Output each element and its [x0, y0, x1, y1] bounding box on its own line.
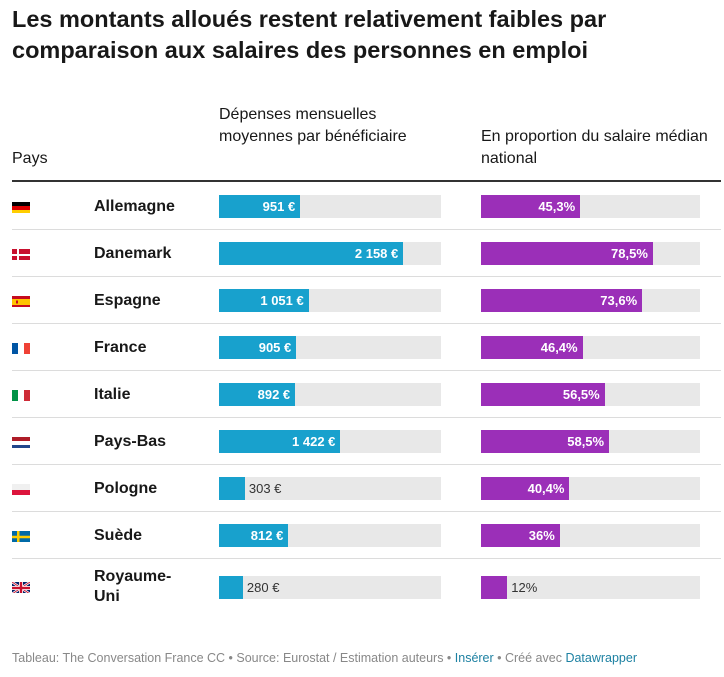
spend-label: 1 051 € — [260, 293, 304, 308]
table-row: Pologne 303 € 40,4% — [12, 465, 721, 512]
ratio-label: 40,4% — [527, 481, 565, 496]
ratio-bar — [481, 383, 605, 406]
spend-track: 280 € — [219, 575, 441, 599]
country-name: Pologne — [94, 479, 158, 497]
spend-bar — [219, 524, 289, 547]
ratio-label: 58,5% — [567, 434, 605, 449]
ratio-track: 78,5% — [481, 242, 700, 265]
spend-bar — [219, 575, 243, 599]
spend-label: 951 € — [262, 199, 296, 214]
spend-bar — [219, 195, 301, 218]
datawrapper-link[interactable]: Datawrapper — [565, 651, 638, 665]
table-row: Pays-Bas 1 422 € 58,5% — [12, 418, 721, 465]
ratio-track: 40,4% — [481, 477, 700, 500]
ratio-bar — [481, 524, 560, 547]
table-row: Suède 812 € 36% — [12, 512, 721, 559]
country-name: Suède — [94, 526, 143, 544]
ratio-track: 12% — [481, 575, 700, 599]
spend-bar — [219, 430, 341, 453]
ratio-track: 36% — [481, 524, 700, 547]
ratio-bar — [481, 336, 583, 359]
ratio-track: 56,5% — [481, 383, 700, 406]
column-header-country: Pays — [12, 150, 48, 167]
ratio-label: 36% — [528, 528, 555, 543]
ratio-bar — [481, 195, 581, 218]
flag-fr-icon — [12, 342, 30, 354]
footer-source: Tableau: The Conversation France CC • So… — [12, 651, 455, 665]
flag-de-icon — [12, 201, 30, 213]
spend-bar — [219, 289, 309, 312]
ratio-label: 12% — [511, 579, 538, 595]
country-name: France — [94, 338, 147, 356]
ratio-bar — [481, 477, 570, 500]
spend-track: 812 € — [219, 524, 441, 547]
table-row: Royaume-Uni 280 € 12% — [12, 559, 721, 615]
ratio-bar — [481, 242, 653, 265]
ratio-bar — [481, 575, 508, 599]
flag-pl-icon — [12, 483, 30, 495]
insert-link[interactable]: Insérer — [454, 651, 494, 665]
chart-footer: Tableau: The Conversation France CC • So… — [12, 651, 637, 665]
flag-nl-icon — [12, 436, 30, 448]
spend-bar — [219, 336, 297, 359]
spend-label: 905 € — [258, 340, 292, 355]
ratio-bar — [481, 289, 643, 312]
table-row: Espagne 1 051 € 73,6% — [12, 277, 721, 324]
flag-dk-icon — [12, 248, 30, 260]
spend-label: 303 € — [248, 481, 282, 496]
country-name: Allemagne — [94, 197, 175, 215]
flag-se-icon — [12, 530, 30, 542]
ratio-label: 78,5% — [611, 246, 648, 261]
flag-gb-icon — [12, 581, 30, 593]
ratio-label: 73,6% — [600, 293, 638, 308]
country-name: Danemark — [94, 244, 172, 262]
footer-created: • Créé avec — [493, 651, 566, 665]
country-name: Pays-Bas — [94, 432, 167, 450]
spend-label: 2 158 € — [354, 246, 399, 261]
spend-track: 303 € — [219, 477, 441, 500]
ratio-track: 45,3% — [481, 195, 700, 218]
ratio-track: 58,5% — [481, 430, 700, 453]
spend-track: 951 € — [219, 195, 441, 218]
spend-label: 892 € — [257, 387, 291, 402]
chart-title: Les montants alloués restent relativemen… — [12, 6, 607, 63]
spend-label: 280 € — [246, 579, 280, 595]
ratio-track: 73,6% — [481, 289, 700, 312]
spend-track: 905 € — [219, 336, 441, 359]
country-name: Royaume-Uni — [94, 568, 172, 605]
column-header-ratio: En proportion du salaire médian national — [481, 128, 708, 167]
ratio-label: 46,4% — [540, 340, 578, 355]
flag-it-icon — [12, 389, 30, 401]
header-divider — [12, 180, 721, 182]
ratio-track: 46,4% — [481, 336, 700, 359]
table-row: France 905 € 46,4% — [12, 324, 721, 371]
ratio-label: 56,5% — [562, 387, 600, 402]
spend-track: 1 422 € — [219, 430, 441, 453]
table-row: Danemark 2 158 € 78,5% — [12, 230, 721, 277]
country-name: Italie — [94, 385, 131, 403]
ratio-bar — [481, 430, 610, 453]
spend-bar — [219, 383, 296, 406]
spend-track: 1 051 € — [219, 289, 441, 312]
spend-track: 2 158 € — [219, 242, 441, 265]
table-row: Allemagne 951 € 45,3% — [12, 183, 721, 230]
ratio-label: 45,3% — [538, 199, 576, 214]
table-row: Italie 892 € 56,5% — [12, 371, 721, 418]
flag-es-icon — [12, 295, 30, 307]
spend-label: 1 422 € — [292, 434, 336, 449]
spend-label: 812 € — [250, 528, 284, 543]
column-header-spend: Dépenses mensuelles moyennes par bénéfic… — [219, 106, 407, 145]
country-name: Espagne — [94, 291, 161, 309]
spend-bar — [219, 477, 245, 500]
spend-track: 892 € — [219, 383, 441, 406]
spend-bar — [219, 242, 404, 265]
